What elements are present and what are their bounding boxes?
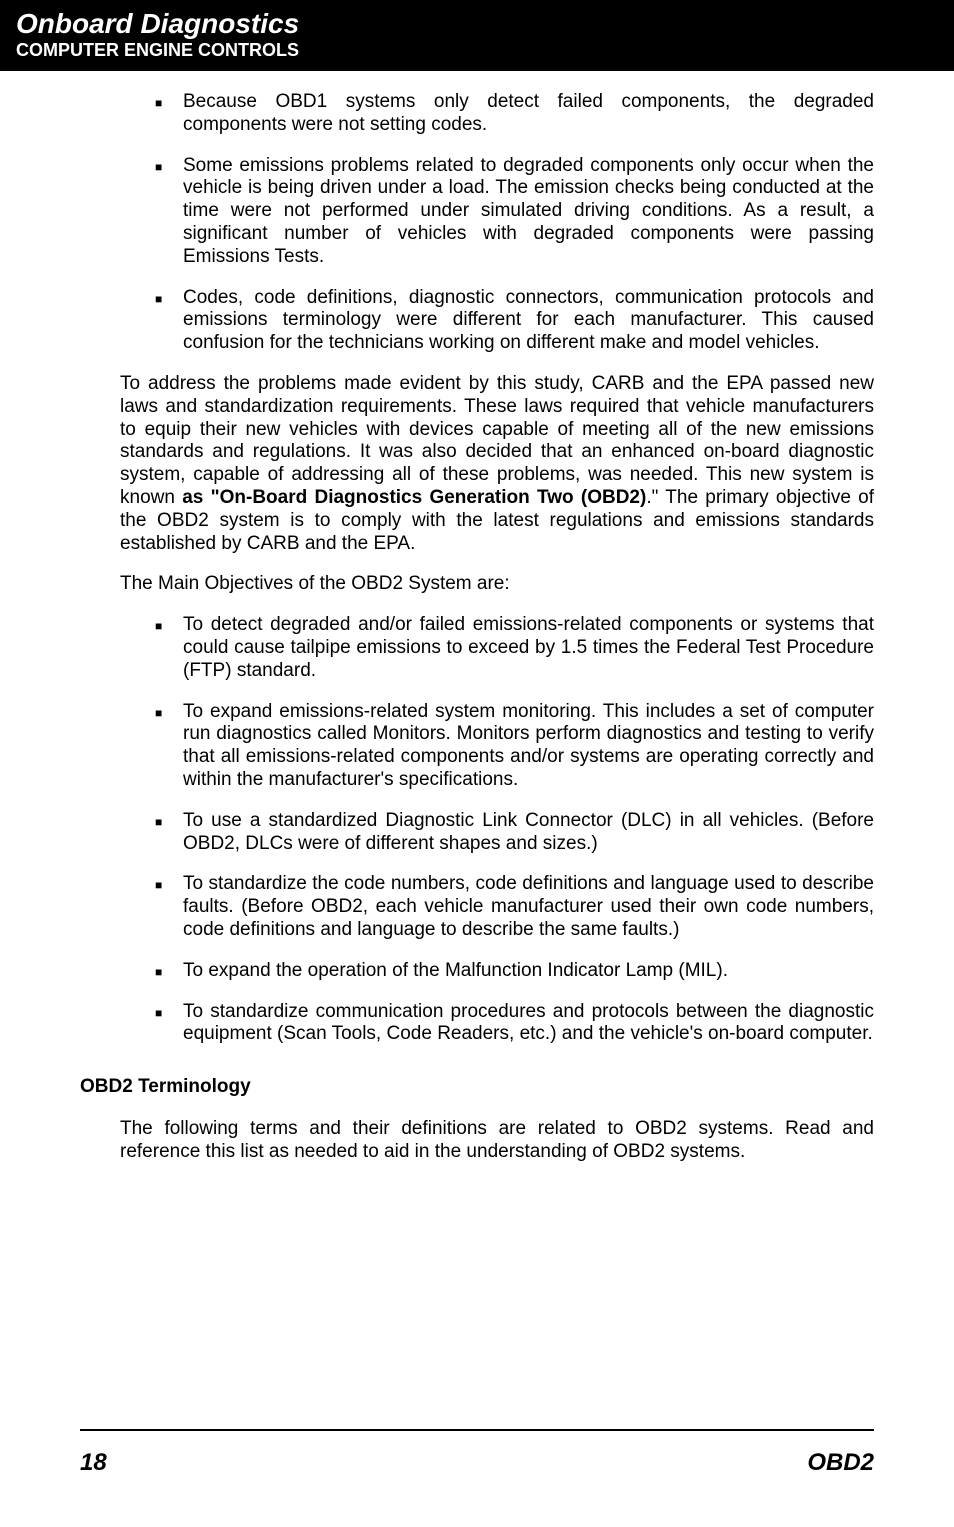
list-item: ■ To detect degraded and/or failed emiss… (80, 614, 874, 682)
list-item: ■ To standardize communication procedure… (80, 1001, 874, 1047)
paragraph: The Main Objectives of the OBD2 System a… (80, 573, 874, 596)
bullet-text: To standardize the code numbers, code de… (183, 873, 874, 941)
header-title: Onboard Diagnostics (16, 8, 938, 40)
list-item: ■ Codes, code definitions, diagnostic co… (80, 287, 874, 355)
bullet-icon: ■ (155, 810, 183, 856)
bullet-text: Codes, code definitions, diagnostic conn… (183, 287, 874, 355)
footer-row: 18 OBD2 (80, 1449, 874, 1477)
bullet-icon: ■ (155, 614, 183, 682)
list-item: ■ To expand the operation of the Malfunc… (80, 960, 874, 983)
page-number: 18 (80, 1449, 107, 1477)
list-item: ■ To standardize the code numbers, code … (80, 873, 874, 941)
bullet-icon: ■ (155, 701, 183, 792)
paragraph: The following terms and their definition… (80, 1118, 874, 1164)
bullet-icon: ■ (155, 1001, 183, 1047)
section-heading: OBD2 Terminology (80, 1076, 874, 1098)
bullet-icon: ■ (155, 287, 183, 355)
page-footer: 18 OBD2 (0, 1429, 954, 1477)
bullet-text: To standardize communication procedures … (183, 1001, 874, 1047)
list-item: ■ To use a standardized Diagnostic Link … (80, 810, 874, 856)
paragraph: To address the problems made evident by … (80, 373, 874, 555)
footer-label: OBD2 (807, 1449, 874, 1477)
list-item: ■ Because OBD1 systems only detect faile… (80, 91, 874, 137)
para-bold-text: as "On-Board Diagnostics Generation Two … (182, 487, 646, 508)
bullet-text: To expand the operation of the Malfuncti… (183, 960, 874, 983)
list-item: ■ To expand emissions-related system mon… (80, 701, 874, 792)
bullet-text: To expand emissions-related system monit… (183, 701, 874, 792)
footer-divider (80, 1429, 874, 1431)
bullet-text: To use a standardized Diagnostic Link Co… (183, 810, 874, 856)
page-content: ■ Because OBD1 systems only detect faile… (0, 71, 954, 1164)
header-subtitle: COMPUTER ENGINE CONTROLS (16, 40, 938, 61)
bullet-text: Some emissions problems related to degra… (183, 155, 874, 269)
bullet-text: Because OBD1 systems only detect failed … (183, 91, 874, 137)
page-header: Onboard Diagnostics COMPUTER ENGINE CONT… (0, 0, 954, 71)
bullet-text: To detect degraded and/or failed emissio… (183, 614, 874, 682)
bullet-icon: ■ (155, 960, 183, 983)
bullet-icon: ■ (155, 873, 183, 941)
list-item: ■ Some emissions problems related to deg… (80, 155, 874, 269)
bullet-icon: ■ (155, 155, 183, 269)
bullet-icon: ■ (155, 91, 183, 137)
